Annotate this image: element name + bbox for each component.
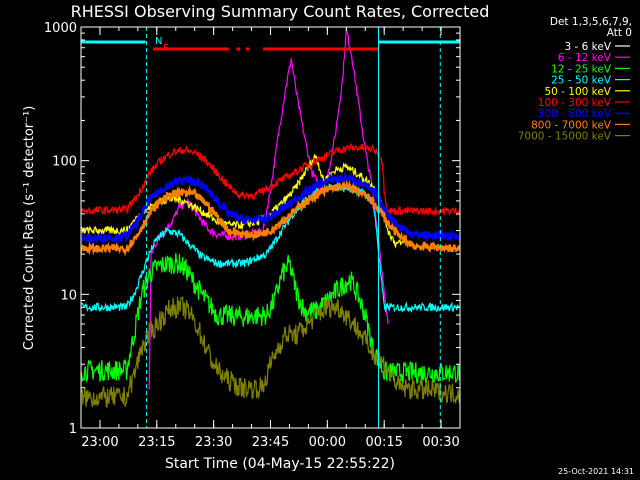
legend-label-3: 25 - 50 keV	[551, 75, 612, 87]
series-line-1	[148, 28, 389, 390]
legend-label-6: 300 - 800 keV	[538, 108, 612, 120]
y-axis-label: Corrected Count Rate (s⁻¹ detector⁻¹)	[22, 106, 37, 351]
x-tick-label: 23:45	[252, 435, 289, 450]
render-timestamp: 25-Oct-2021 14:31	[558, 467, 634, 476]
series-line-5	[81, 142, 460, 217]
legend-label-0: 3 - 6 keV	[564, 41, 611, 53]
series-line-7	[81, 179, 460, 257]
legend-header-line: Det 1,3,5,6,7,9,	[550, 16, 632, 28]
legend-label-1: 6 - 12 keV	[558, 52, 612, 64]
x-tick-label: 23:15	[138, 435, 175, 450]
series-group	[81, 28, 460, 408]
legend-header-line: Att 0	[607, 27, 632, 39]
y-tick-label: 10	[60, 288, 77, 303]
legend-label-8: 7000 - 15000 keV	[518, 131, 612, 143]
legend-label-2: 12 - 25 keV	[551, 63, 612, 75]
flare-flag-label: F	[163, 43, 169, 54]
series-line-4	[81, 154, 404, 249]
series-line-3	[81, 181, 460, 313]
y-tick-label: 1000	[44, 21, 77, 36]
legend-label-4: 50 - 100 keV	[544, 86, 611, 98]
series-line-6	[81, 171, 460, 246]
x-axis-label: Start Time (04-May-15 22:55:22)	[165, 456, 395, 472]
y-tick-label: 100	[52, 155, 77, 170]
x-tick-label: 00:30	[422, 435, 459, 450]
night-flag-label: N	[155, 36, 162, 47]
plot-area	[80, 27, 460, 428]
chart-title: RHESSI Observing Summary Count Rates, Co…	[71, 2, 490, 21]
axes: 1 10 100 1000 23:00 23:15 23:30 23:45 00:00 00:15…	[44, 21, 461, 450]
legend-label-5: 100 - 300 keV	[538, 97, 612, 109]
legend-label-7: 800 - 7000 keV	[531, 119, 612, 131]
x-tick-label: 23:30	[195, 435, 232, 450]
x-tick-label: 00:15	[365, 435, 402, 450]
x-tick-label: 23:00	[81, 435, 118, 450]
y-tick-label: 1	[69, 422, 77, 437]
x-tick-label: 00:00	[309, 435, 346, 450]
series-line-8	[81, 295, 460, 408]
series-line-2	[81, 253, 460, 385]
